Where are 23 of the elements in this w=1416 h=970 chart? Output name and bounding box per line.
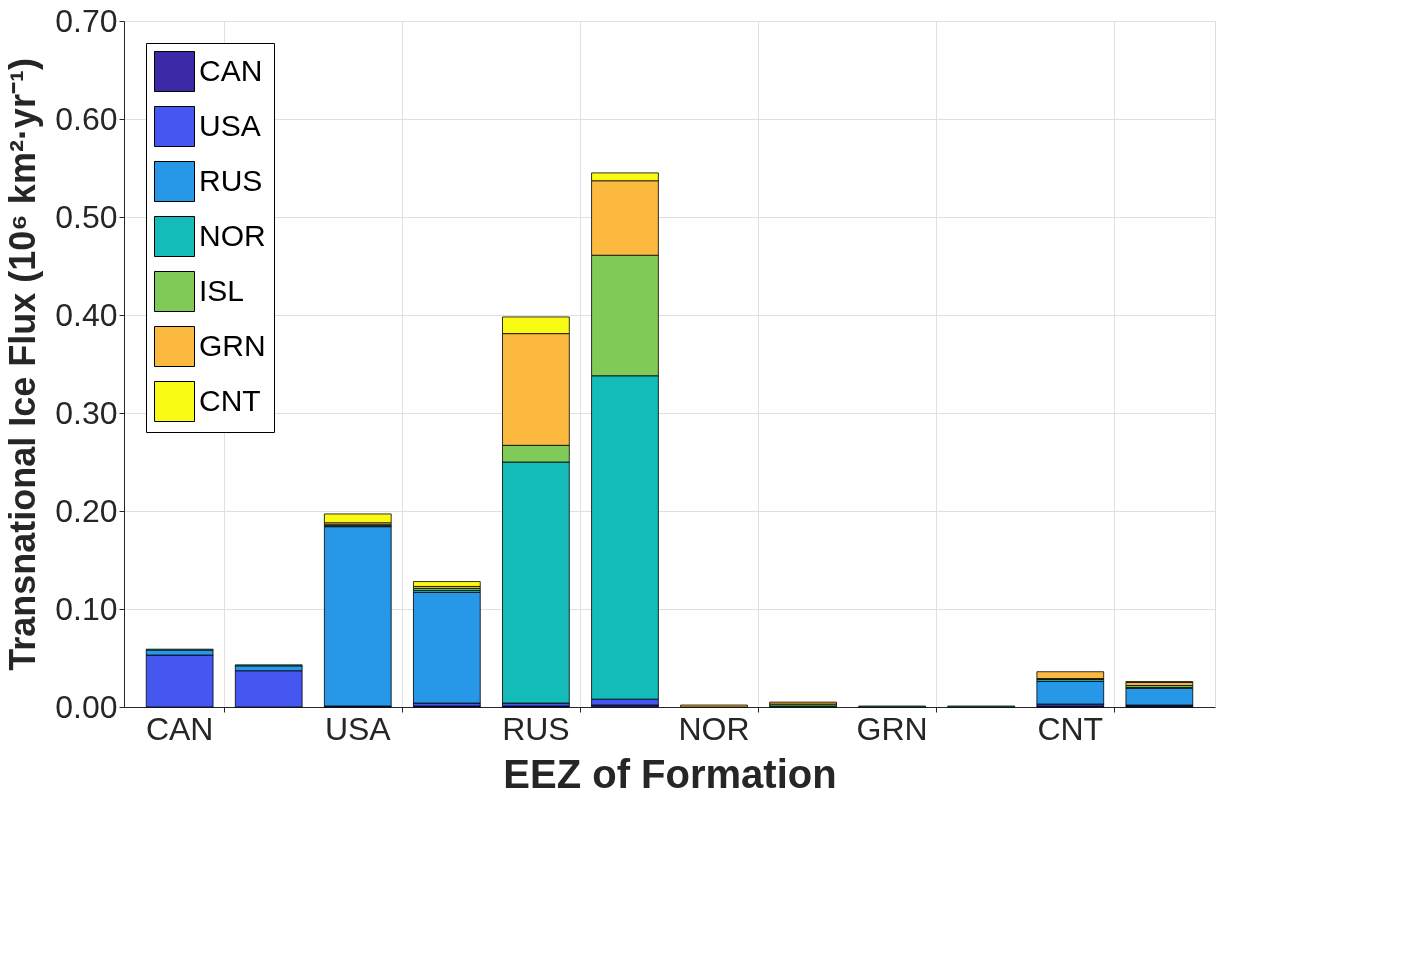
legend-label: CAN (199, 53, 263, 87)
y-tick-label: 0.00 (55, 688, 118, 725)
x-tick-label: CAN (145, 710, 214, 747)
x-axis-title: EEZ of Formation (503, 751, 837, 796)
x-tick-label: NOR (678, 710, 750, 747)
legend-label: RUS (199, 163, 263, 197)
legend-label: NOR (199, 218, 266, 252)
x-tick-label: GRN (856, 710, 928, 747)
x-tick-label: CNT (1037, 710, 1104, 747)
y-tick-label: 0.40 (55, 296, 118, 333)
y-tick-label: 0.10 (55, 590, 118, 627)
y-axis-title: Transnational Ice Flux (10⁶ km²·yr⁻¹) (2, 58, 44, 671)
y-tick-label: 0.50 (55, 198, 118, 235)
legend-label: ISL (199, 273, 245, 307)
y-tick-label: 0.30 (55, 394, 118, 431)
y-tick-label: 0.60 (55, 100, 118, 137)
legend-label: CNT (199, 383, 261, 417)
y-tick-label: 0.70 (55, 2, 118, 39)
legend-label: USA (199, 108, 261, 142)
legend-label: GRN (199, 328, 266, 362)
x-tick-label: USA (324, 710, 392, 747)
x-tick-label: RUS (502, 710, 570, 747)
y-tick-label: 0.20 (55, 492, 118, 529)
